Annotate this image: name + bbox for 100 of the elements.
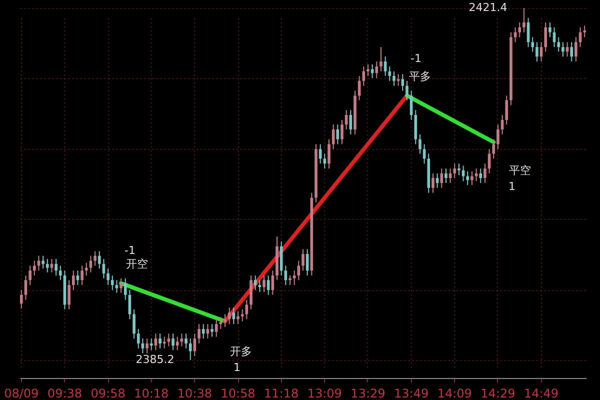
candlestick <box>458 163 460 176</box>
candlestick <box>328 138 330 170</box>
candlestick <box>84 262 88 276</box>
annotation: 开多 <box>230 345 252 358</box>
candlestick <box>54 258 58 276</box>
candlestick <box>536 42 538 62</box>
x-tick-label: 13:29 <box>350 386 386 400</box>
candlestick <box>406 80 408 101</box>
annotation: -1 <box>124 244 136 257</box>
candlestick <box>24 275 28 300</box>
candlestick <box>42 255 44 269</box>
candlestick <box>20 289 23 310</box>
candlestick <box>340 119 344 145</box>
candlestick <box>68 280 70 310</box>
candlestick <box>288 275 292 286</box>
candlestick <box>172 333 174 351</box>
candlestick <box>188 338 192 360</box>
text: 1 <box>234 361 240 374</box>
annotation: 2385.2 <box>136 353 174 366</box>
candlestick <box>336 124 340 145</box>
x-tick-label: 10:58 <box>220 386 256 400</box>
candlestick <box>110 275 114 290</box>
candlestick <box>362 66 366 86</box>
candlestick <box>214 318 218 338</box>
candlestick <box>94 250 96 266</box>
candlestick <box>106 268 110 286</box>
x-tick-label: 10:18 <box>134 386 169 400</box>
x-tick-label: 10:38 <box>177 386 212 400</box>
annotation: 开空 <box>126 257 148 270</box>
x-tick-label: 09:58 <box>90 386 126 400</box>
candlestick <box>366 64 370 76</box>
annotation: 1 <box>508 180 516 193</box>
candlestick <box>236 310 240 325</box>
x-tick-label: 14:29 <box>480 386 516 400</box>
candlestick <box>292 270 296 286</box>
candlestick <box>496 124 500 150</box>
candlestick <box>466 170 470 186</box>
candlestick <box>544 22 548 52</box>
candlestick <box>380 46 382 72</box>
candlestick <box>562 42 564 58</box>
candlestick <box>240 308 244 322</box>
candlestick <box>574 36 578 62</box>
candlestick <box>396 74 400 86</box>
candlestick <box>46 258 49 273</box>
candlestick <box>302 248 304 272</box>
annotation: -1 <box>410 52 422 65</box>
candlestick <box>198 324 200 344</box>
candlestick <box>89 255 92 273</box>
candlestick <box>228 307 231 325</box>
candlestick <box>401 74 404 92</box>
candlestick <box>484 163 486 184</box>
candlestick <box>98 250 101 269</box>
candlestick <box>384 56 387 76</box>
candlestick <box>444 168 448 184</box>
candlestick <box>297 260 300 281</box>
candlestick <box>583 25 586 38</box>
candlestick <box>522 8 526 33</box>
candlestick <box>505 95 508 126</box>
candlestick <box>50 258 54 273</box>
candlestick <box>375 61 378 79</box>
candlestick <box>120 278 122 294</box>
candlestick <box>488 148 491 174</box>
candlestick <box>531 36 534 52</box>
candlestick <box>32 260 36 276</box>
candlestick <box>254 275 257 290</box>
candlestick <box>557 36 560 52</box>
candlestick <box>162 336 166 349</box>
candlestick <box>210 324 214 338</box>
candlestick <box>453 163 456 179</box>
candlestick <box>58 265 62 281</box>
x-tick-label: 14:49 <box>524 386 559 400</box>
candlestick <box>72 270 75 290</box>
candlestick <box>132 308 136 340</box>
candlestick <box>136 328 140 349</box>
candlestick <box>474 168 478 182</box>
candlestick <box>146 338 148 354</box>
candlestick <box>184 333 188 349</box>
annotation: 2421.4 <box>468 1 508 14</box>
candlestick <box>349 110 352 135</box>
candlestick <box>124 278 127 300</box>
candlestick <box>388 66 392 82</box>
candlestick <box>518 22 522 38</box>
candlestick <box>462 165 465 182</box>
x-tick-label: 09:38 <box>47 386 82 400</box>
candlestick <box>440 168 444 188</box>
candlestick <box>28 265 32 286</box>
x-tick-label: 13:09 <box>307 386 342 400</box>
candlestick <box>418 134 422 154</box>
candlestick <box>392 70 396 86</box>
candlestick <box>158 333 162 349</box>
annotation: 平空 <box>509 164 531 177</box>
candlestick <box>176 336 179 351</box>
annotation: 平多 <box>409 70 431 83</box>
candlestick <box>570 42 574 62</box>
candlestick <box>80 265 84 286</box>
candlestick <box>150 338 153 351</box>
candlestick <box>262 275 266 293</box>
candlestick <box>432 172 434 194</box>
x-tick-label: 08/09 <box>4 386 39 400</box>
x-tick-label: 11:18 <box>264 386 299 400</box>
